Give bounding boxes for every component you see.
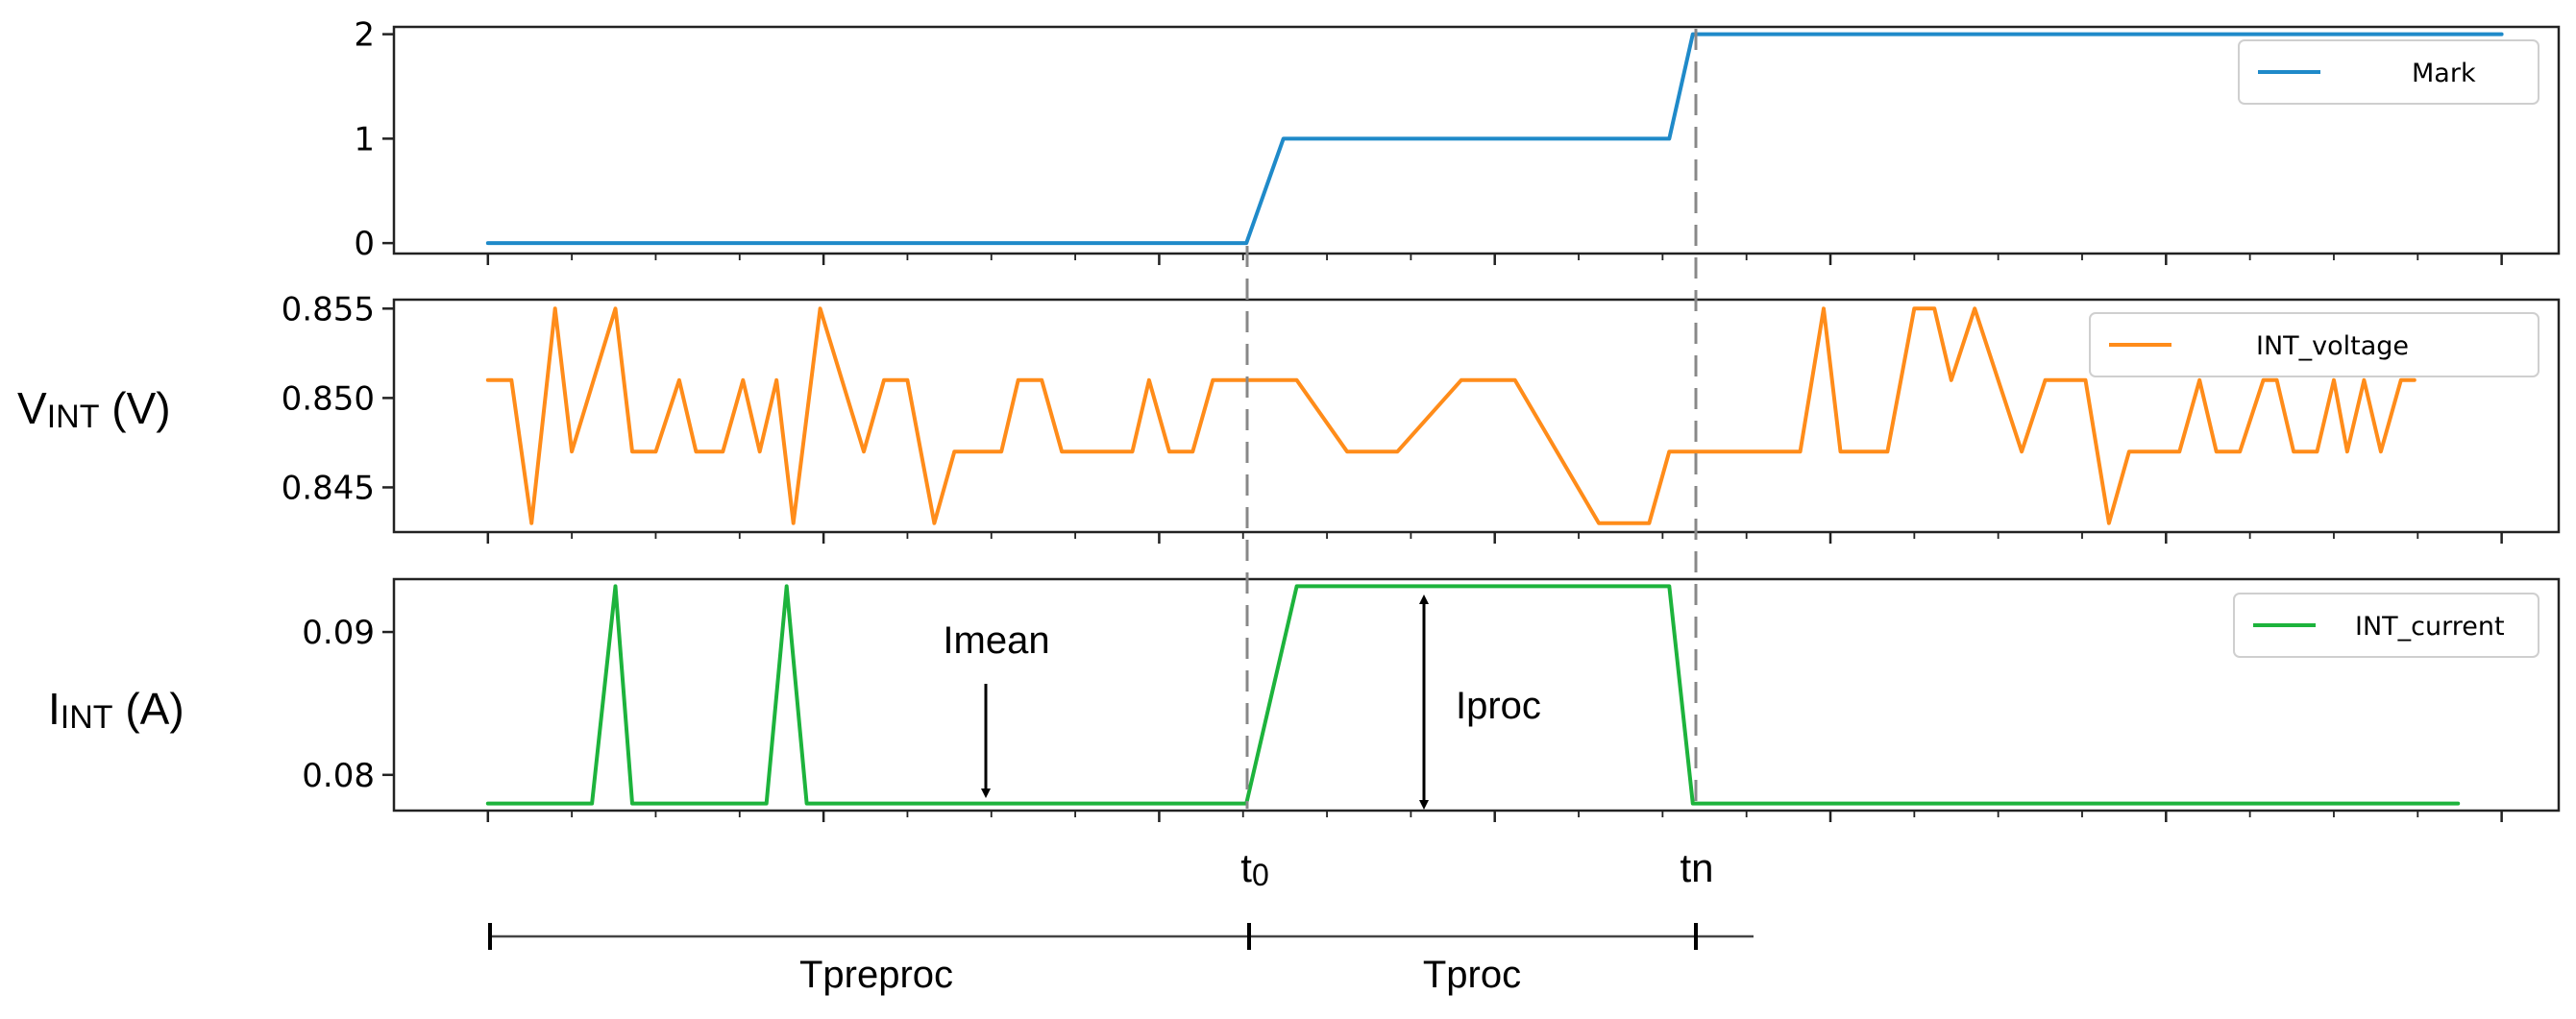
panel-voltage-yticks: 0.845 0.850 0.855: [282, 290, 394, 507]
legend-voltage-box: [2089, 312, 2539, 377]
panel-voltage-xticks: [486, 532, 2503, 544]
series-line-mark: [485, 32, 2504, 246]
tproc-label: Tproc: [1423, 954, 1521, 996]
legend-mark-box: [2238, 39, 2539, 105]
tn-label: tn: [1680, 845, 1713, 890]
legend-current: INT_current: [2233, 593, 2539, 658]
legend-mark: Mark: [2238, 39, 2539, 105]
panel-current-yticks: 0.08 0.09: [302, 614, 394, 795]
panel-current-frame: [392, 577, 2561, 813]
tpreproc-label: Tpreproc: [799, 954, 953, 996]
imean-label: Imean: [943, 619, 1049, 662]
legend-mark-label: Mark: [2412, 59, 2476, 88]
ylabel-current: IINT (A): [48, 684, 184, 736]
series-line-int-current: [485, 584, 2461, 806]
ytick-label: 0: [354, 225, 375, 263]
panel-current: 0.08 0.09 INT_current IINT (A): [48, 577, 2561, 822]
panel-voltage: 0.845 0.850 0.855 INT_voltage VINT (V): [17, 290, 2561, 544]
legend-voltage-label: INT_voltage: [2256, 331, 2409, 361]
panel-voltage-frame: [392, 298, 2561, 534]
series-line-int-voltage: [485, 306, 2417, 525]
legend-current-label: INT_current: [2355, 612, 2505, 642]
legend-voltage: INT_voltage: [2089, 312, 2539, 377]
iproc-label: Iproc: [1456, 685, 1541, 727]
panel-current-xticks: [486, 811, 2503, 822]
ytick-label: 0.09: [302, 614, 375, 652]
panel-mark-xticks: [486, 254, 2503, 265]
panel-mark-series: [485, 32, 2504, 246]
panel-current-series: [485, 584, 2461, 806]
panel-mark-frame: [392, 25, 2561, 255]
legend-current-box: [2233, 593, 2539, 658]
panel-voltage-series: [485, 306, 2417, 525]
ytick-label: 0.845: [282, 469, 375, 507]
ytick-label: 0.08: [302, 757, 375, 795]
t0-label: t0: [1240, 845, 1268, 892]
panel-mark: 0 1 2 Mark: [354, 16, 2561, 265]
ytick-label: 0.855: [282, 290, 375, 328]
ytick-label: 2: [354, 16, 375, 55]
panel-mark-yticks: 0 1 2: [354, 16, 394, 263]
ytick-label: 1: [354, 120, 375, 158]
ylabel-voltage: VINT (V): [17, 383, 171, 435]
ytick-label: 0.850: [282, 379, 375, 418]
timeline: Tpreproc Tproc: [488, 923, 1754, 996]
